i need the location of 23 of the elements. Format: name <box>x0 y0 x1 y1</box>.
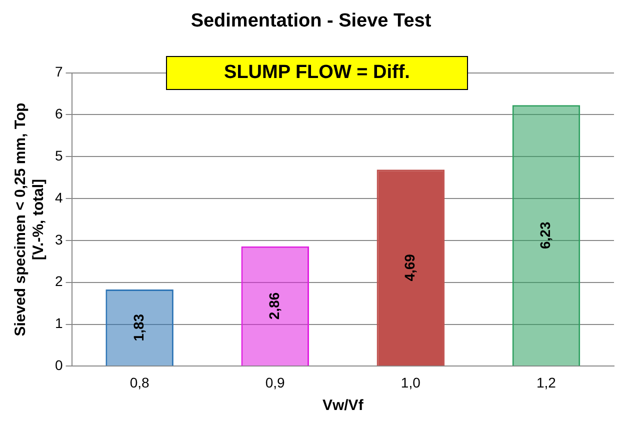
data-label: 1,83 <box>130 314 146 342</box>
bar <box>241 246 310 366</box>
y-tick-label: 6 <box>54 106 63 122</box>
data-label: 6,23 <box>537 222 554 250</box>
data-label: 4,69 <box>402 254 418 282</box>
bar <box>512 105 580 366</box>
bar <box>106 289 174 366</box>
y-tick-label: 0 <box>54 357 63 374</box>
x-tick-label: 1,0 <box>400 374 421 390</box>
note-box: SLUMP FLOW = Diff. <box>166 56 468 90</box>
data-label: 2,86 <box>266 292 282 320</box>
y-axis-title: Sieved specimen < 0,25 mm, Top [V.-%, total] <box>12 102 48 336</box>
y-tick-label: 5 <box>54 147 63 164</box>
y-tick-label: 1 <box>54 315 63 332</box>
x-tick-label: 0,8 <box>130 374 150 390</box>
y-tick-label: 4 <box>54 189 63 206</box>
y-tick-label: 2 <box>54 273 63 290</box>
y-tick-label: 7 <box>54 64 63 80</box>
chart-title: Sedimentation - Sieve Test <box>190 10 432 32</box>
x-tick-label: 1,2 <box>536 374 556 390</box>
x-axis-title: Vw/Vf <box>322 397 364 414</box>
x-tick-label: 0,9 <box>265 374 286 390</box>
y-tick-label: 3 <box>54 231 63 248</box>
